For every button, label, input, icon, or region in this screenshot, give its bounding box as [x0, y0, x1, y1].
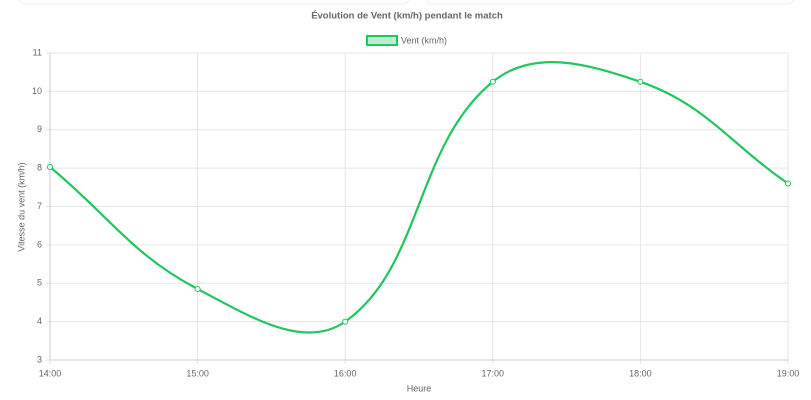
y-tick-label: 11 — [33, 47, 42, 57]
x-tick-label: 16:00 — [334, 368, 357, 378]
y-tick-label: 5 — [37, 278, 42, 288]
x-tick-label: 18:00 — [629, 368, 652, 378]
y-tick-label: 9 — [37, 124, 42, 134]
card-edge — [425, 0, 795, 5]
y-tick-label: 7 — [37, 201, 42, 211]
x-tick-label: 14:00 — [39, 368, 62, 378]
x-tick-label: 17:00 — [482, 368, 505, 378]
line-series — [49, 61, 789, 334]
legend-label: Vent (km/h) — [401, 35, 447, 45]
data-point — [47, 163, 53, 170]
x-tick-label: 15:00 — [186, 368, 209, 378]
y-axis-label: Vitesse du vent (km/h) — [16, 162, 26, 251]
data-point — [194, 286, 201, 293]
data-point — [489, 78, 496, 85]
x-tick-label: 19:00 — [777, 368, 800, 378]
data-point — [342, 318, 349, 325]
y-tick-label: 4 — [37, 316, 42, 326]
y-tick-label: 10 — [32, 86, 42, 96]
chart-title: Évolution de Vent (km/h) pendant le matc… — [311, 11, 503, 22]
y-tick-label: 6 — [37, 239, 42, 249]
card-edge — [18, 0, 410, 5]
y-tick-label: 8 — [37, 163, 42, 173]
data-point — [785, 180, 791, 187]
legend-swatch — [366, 35, 398, 46]
x-axis-label: Heure — [407, 383, 432, 393]
data-point — [637, 78, 644, 85]
y-tick-label: 3 — [37, 354, 42, 364]
